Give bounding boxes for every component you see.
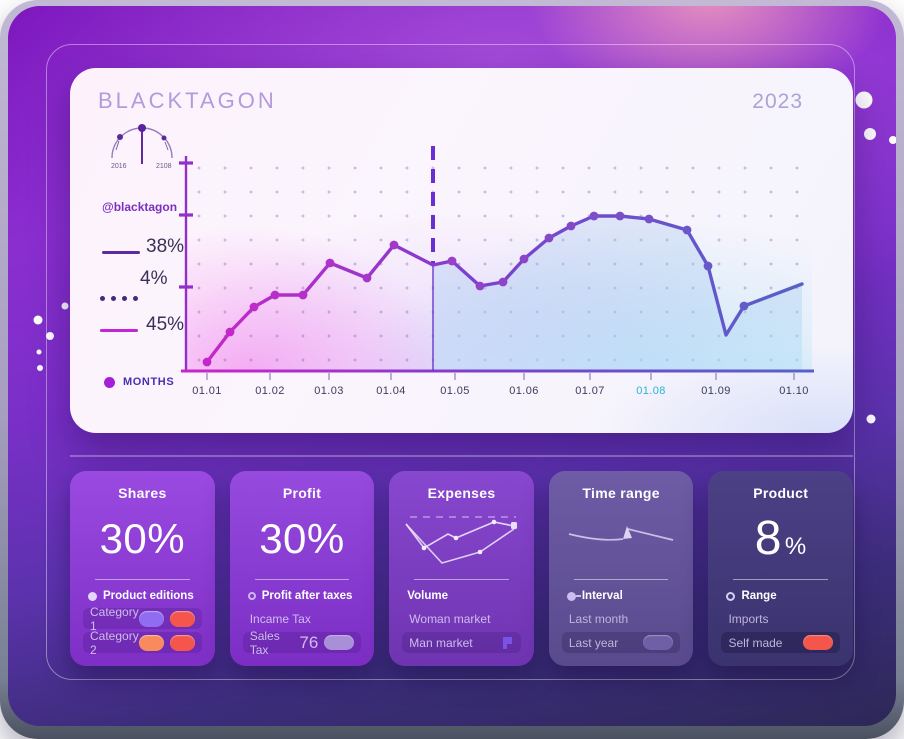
legend-label-38: 38% xyxy=(146,236,185,257)
category2-pill-b[interactable] xyxy=(169,634,195,651)
sales-tax-toggle[interactable] xyxy=(324,635,355,650)
x-axis-label: 01.05 xyxy=(440,385,470,397)
gauge-left-label: 2016 xyxy=(111,163,127,170)
sales-tax-row[interactable]: Sales Tax 76 xyxy=(242,629,362,657)
year-label: 2023 xyxy=(752,90,803,113)
card-profit[interactable]: Profit 30% Profit after taxes Incame Tax… xyxy=(229,471,375,666)
x-axis-label: 01.04 xyxy=(376,385,406,397)
dashboard-surface: BLACKTAGON 2023 2016 2108 @blacktagon 38… xyxy=(8,6,896,726)
decor-dot xyxy=(36,349,42,355)
category1-pill-a[interactable] xyxy=(138,610,164,627)
decor-dot xyxy=(866,414,876,424)
section-divider xyxy=(70,455,853,457)
category1-pill-b[interactable] xyxy=(169,610,195,627)
divider xyxy=(414,578,509,580)
section-heading: Product editions xyxy=(83,590,202,602)
divider xyxy=(733,578,829,580)
x-axis-label: 01.03 xyxy=(314,385,344,397)
stat-cards-row: Shares 30% Product editions Category 1 xyxy=(70,471,854,666)
last-year-row[interactable]: Last year xyxy=(561,632,681,653)
decor-dot xyxy=(61,302,69,310)
income-tax-row[interactable]: Incame Tax xyxy=(249,611,311,626)
range-icon xyxy=(726,591,736,601)
shares-value: 30% xyxy=(99,514,186,562)
legend-swatch-solid-magenta xyxy=(100,329,138,332)
months-label: MONTHS xyxy=(123,376,175,388)
last-month-row[interactable]: Last month xyxy=(568,611,629,626)
last-year-toggle[interactable] xyxy=(643,635,674,650)
legend-label-45: 45% xyxy=(146,314,185,335)
section-heading: Profit after taxes xyxy=(243,590,362,602)
decor-dot xyxy=(33,315,43,325)
divider xyxy=(573,578,669,580)
line-chart[interactable]: 01.01 01.02 01.03 01.04 01.05 01.06 01.07 01.08… xyxy=(70,68,853,433)
divider xyxy=(94,578,190,580)
category-row[interactable]: Category 1 xyxy=(83,605,202,633)
chart-card: BLACKTAGON 2023 2016 2108 @blacktagon 38… xyxy=(70,68,853,433)
man-market-row[interactable]: Man market xyxy=(402,632,521,653)
imports-row[interactable]: Imports xyxy=(728,611,769,626)
card-title: Expenses xyxy=(427,485,496,501)
gauge-needle-dot xyxy=(138,124,146,132)
gauge-widget: 2016 2108 xyxy=(111,124,173,170)
legend-swatch-solid-dark xyxy=(102,251,140,254)
decor-dot xyxy=(37,365,43,371)
section-heading: Range xyxy=(721,590,840,602)
card-product[interactable]: Product 8% Range Imports Self made xyxy=(708,471,854,666)
card-title: Profit xyxy=(282,485,322,501)
brand-title: BLACKTAGON xyxy=(98,88,277,113)
time-range-sketch xyxy=(568,525,674,541)
gauge-right-label: 2108 xyxy=(156,163,172,170)
card-title: Time range xyxy=(582,485,660,501)
card-expenses[interactable]: Expenses xyxy=(389,471,534,666)
self-made-toggle[interactable] xyxy=(803,635,834,650)
bullet-icon xyxy=(88,591,97,601)
sales-tax-value: 76 xyxy=(299,632,319,652)
flag-icon xyxy=(502,636,512,649)
card-title: Product xyxy=(753,485,809,501)
category2-pill-a[interactable] xyxy=(138,634,164,651)
expenses-sparkline xyxy=(404,515,517,564)
x-axis-label: 01.10 xyxy=(779,385,809,397)
section-heading: Volume xyxy=(407,590,448,602)
x-axis-label: 01.01 xyxy=(192,385,222,397)
decor-dot xyxy=(855,91,873,109)
x-axis-label: 01.02 xyxy=(255,385,285,397)
divider xyxy=(254,578,350,580)
card-title: Shares xyxy=(118,485,167,501)
x-axis-label: 01.07 xyxy=(575,385,605,397)
card-time-range[interactable]: Time range Interval xyxy=(548,471,694,666)
interval-icon xyxy=(566,591,581,601)
x-axis-label: 01.06 xyxy=(509,385,539,397)
x-axis-label: 01.08 xyxy=(636,385,666,397)
months-dot-icon xyxy=(104,376,115,388)
profit-value: 30% xyxy=(259,514,345,562)
product-value: 8% xyxy=(754,512,807,566)
section-heading: Interval xyxy=(562,590,681,602)
x-axis-label: 01.09 xyxy=(701,385,731,397)
decor-dot xyxy=(889,136,896,144)
legend-label-4: 4% xyxy=(140,268,168,289)
woman-market-row[interactable]: Woman market xyxy=(409,611,491,626)
self-made-row[interactable]: Self made xyxy=(721,632,841,653)
legend-swatch-dotted xyxy=(100,296,138,301)
brand-handle: @blacktagon xyxy=(102,200,178,214)
card-shares[interactable]: Shares 30% Product editions Category 1 xyxy=(70,471,215,666)
decor-dot xyxy=(46,332,54,340)
category-row[interactable]: Category 2 xyxy=(83,629,202,657)
decor-dot xyxy=(864,128,876,140)
months-legend: MONTHS xyxy=(104,376,174,388)
ring-icon xyxy=(247,592,256,600)
